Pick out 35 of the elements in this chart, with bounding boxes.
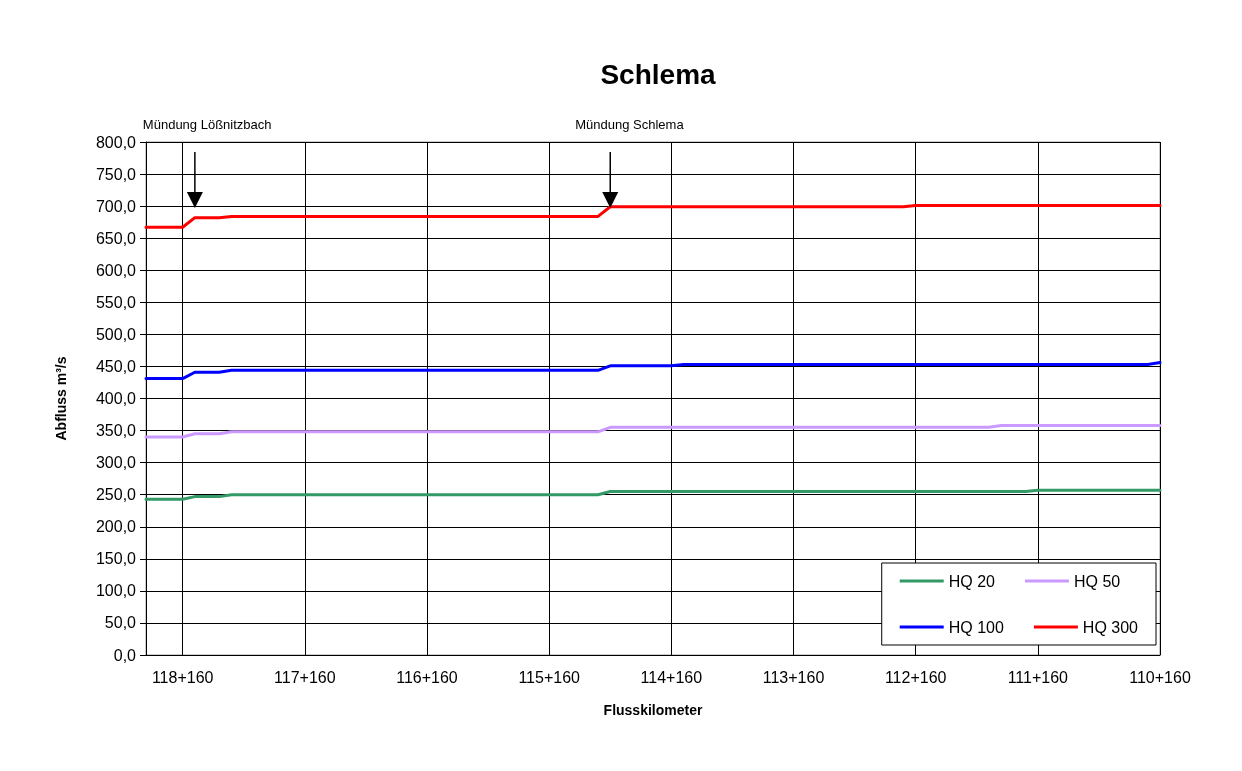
y-tick-label: 100,0 xyxy=(95,582,137,600)
y-tick-label: 450,0 xyxy=(95,357,137,375)
x-tick-label: 114+160 xyxy=(640,668,703,686)
y-tick-label: 800,0 xyxy=(95,133,137,151)
y-tick-label: 250,0 xyxy=(95,486,137,504)
x-tick-label: 112+160 xyxy=(884,668,947,686)
legend-label: HQ 100 xyxy=(948,618,1004,636)
x-tick-label: 117+160 xyxy=(274,668,336,686)
y-tick-label: 400,0 xyxy=(95,390,137,407)
legend-label: HQ 20 xyxy=(948,572,996,590)
x-tick-label: 111+160 xyxy=(1007,668,1069,686)
legend-label: HQ 50 xyxy=(1073,572,1121,590)
y-tick-label: 600,0 xyxy=(95,261,137,279)
x-axis-title: Flusskilometer xyxy=(603,702,703,718)
x-tick-label: 115+160 xyxy=(518,668,581,686)
text: Mündung Lößnitzbach xyxy=(142,117,272,132)
legend-label: HQ 300 xyxy=(1082,618,1139,636)
x-tick-label: 116+160 xyxy=(396,668,458,686)
y-tick-label: 300,0 xyxy=(95,454,137,472)
y-tick-label: 750,0 xyxy=(95,165,137,183)
y-tick-label: 650,0 xyxy=(95,229,137,247)
y-tick-label: 200,0 xyxy=(95,518,137,536)
y-tick-label: 0,0 xyxy=(113,646,137,664)
x-tick-label: 110+160 xyxy=(1129,668,1191,686)
y-tick-label: 700,0 xyxy=(95,197,137,215)
y-axis-title: Abfluss m³/s xyxy=(53,356,69,441)
y-tick-label: 500,0 xyxy=(95,325,137,343)
y-tick-label: 50,0 xyxy=(104,614,137,632)
text: Mündung Schlema xyxy=(575,117,685,132)
x-tick-label: 118+160 xyxy=(151,668,214,686)
y-tick-label: 150,0 xyxy=(95,550,137,568)
chart-title: Schlema xyxy=(600,58,717,90)
x-tick-label: 113+160 xyxy=(762,668,825,686)
y-tick-label: 550,0 xyxy=(95,293,137,311)
y-tick-label: 350,0 xyxy=(95,422,137,440)
